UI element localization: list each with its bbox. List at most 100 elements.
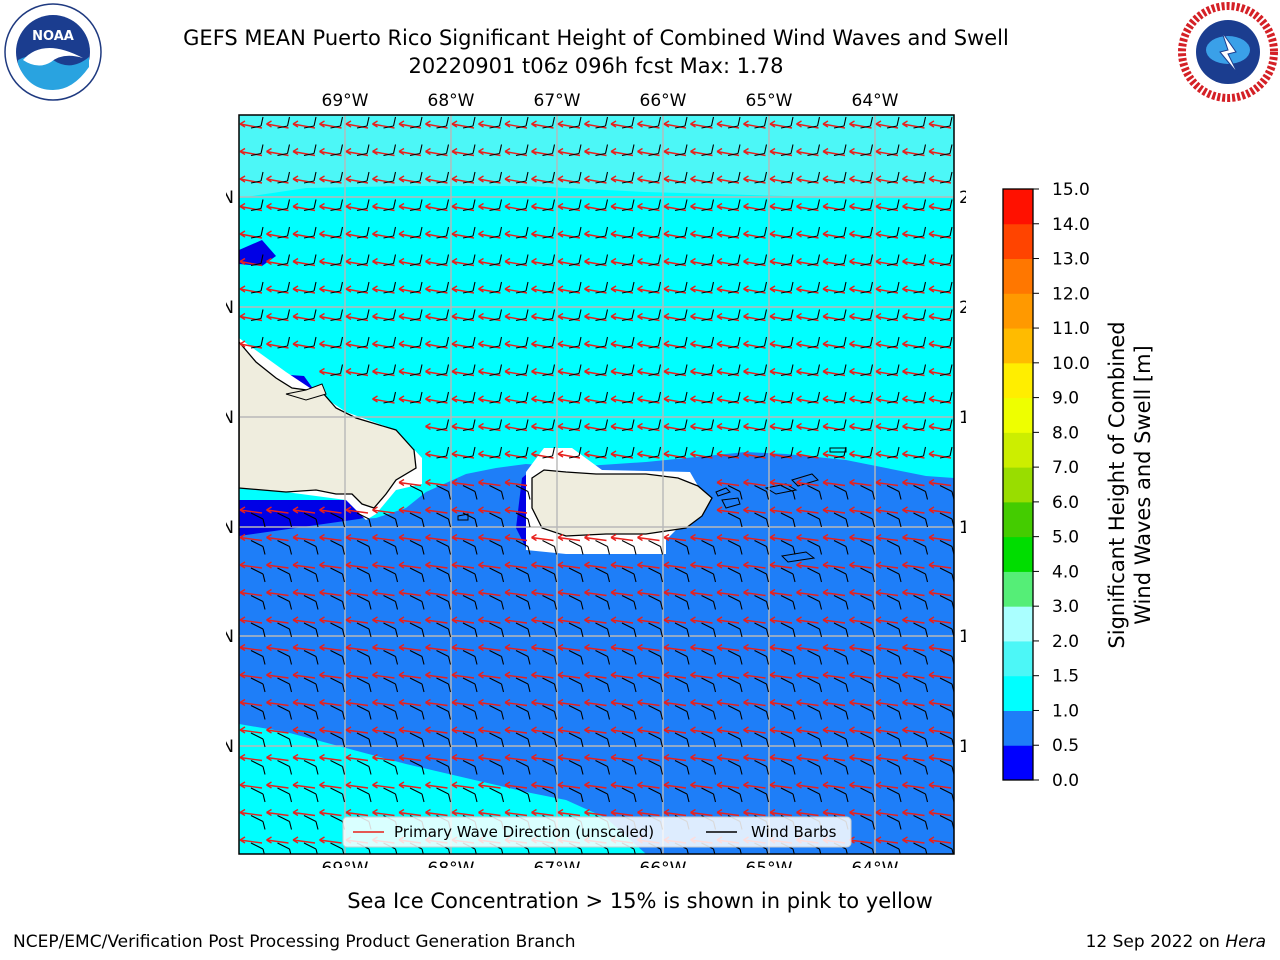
wind-barb — [886, 512, 902, 528]
colorbar-tick-label: 3.0 — [1052, 597, 1079, 617]
wind-barb — [701, 391, 715, 404]
wind-barb — [250, 705, 266, 720]
wave-direction-arrow — [663, 450, 687, 459]
lon-label-bottom: 66°W — [640, 859, 687, 868]
wave-direction-arrow — [345, 506, 369, 514]
wave-direction-arrow — [319, 753, 342, 762]
footer-host: Hera — [1225, 932, 1266, 952]
wave-direction-arrow — [292, 120, 316, 129]
wave-direction-arrow — [319, 836, 342, 844]
wave-direction-arrow — [769, 175, 793, 184]
wind-barb — [436, 595, 452, 610]
wind-barb — [356, 336, 370, 349]
wind-barb — [489, 732, 505, 748]
wave-direction-arrow — [372, 395, 395, 404]
wind-barb — [436, 732, 452, 748]
wind-barb — [939, 226, 953, 239]
wave-direction-arrow — [769, 533, 793, 542]
wind-barb — [886, 309, 900, 322]
wave-direction-arrow — [716, 230, 740, 239]
wind-barb — [939, 171, 953, 184]
wind-barb — [780, 226, 794, 239]
wind-barb — [807, 446, 821, 459]
wave-direction-arrow — [849, 643, 872, 652]
wind-barb — [754, 622, 770, 638]
wind-barb — [568, 116, 582, 129]
wave-direction-arrow — [504, 808, 528, 817]
colorbar-tick-label: 8.0 — [1052, 423, 1079, 443]
wind-barb — [489, 650, 505, 665]
wave-direction-arrow — [875, 478, 899, 487]
wind-barb — [780, 485, 796, 500]
wave-direction-arrow — [610, 726, 634, 734]
wind-barb — [462, 705, 478, 720]
wind-barb — [277, 567, 293, 583]
wave-direction-arrow — [372, 616, 395, 624]
wind-barb — [780, 116, 794, 129]
wind-barb — [542, 732, 558, 748]
wave-direction-arrow — [398, 230, 422, 239]
wave-direction-arrow — [769, 781, 793, 789]
wave-direction-arrow — [849, 202, 872, 212]
wind-barb — [303, 309, 317, 322]
wave-direction-arrow — [398, 616, 422, 624]
wave-direction-arrow — [849, 698, 872, 707]
wind-barb — [913, 446, 927, 459]
footer-branch: NCEP/EMC/Verification Post Processing Pr… — [13, 932, 576, 952]
wave-direction-arrow — [504, 561, 528, 569]
wind-barb — [303, 254, 317, 267]
wind-barb — [886, 116, 900, 129]
wave-direction-arrow — [531, 533, 554, 542]
wind-barb — [277, 677, 293, 693]
wind-barb — [807, 677, 823, 693]
wind-barb — [409, 512, 425, 528]
wave-direction-arrow — [849, 395, 872, 404]
wave-direction-arrow — [398, 257, 422, 267]
wave-direction-arrow — [902, 230, 925, 239]
wave-direction-arrow — [637, 588, 660, 597]
wave-direction-arrow — [663, 175, 687, 184]
wave-direction-arrow — [928, 285, 952, 294]
legend-wave-direction: Primary Wave Direction (unscaled) — [394, 823, 654, 841]
wave-direction-arrow — [796, 616, 819, 624]
wind-barb — [913, 116, 927, 129]
wind-barb — [701, 254, 715, 267]
wind-barb — [860, 540, 876, 555]
wind-barb — [436, 391, 450, 404]
wind-barb — [754, 309, 768, 322]
wind-barb — [436, 622, 452, 638]
wave-direction-arrow — [690, 450, 713, 459]
wave-direction-arrow — [716, 533, 740, 542]
wind-barb — [462, 226, 476, 239]
wave-direction-arrow — [743, 643, 766, 652]
wind-barb — [860, 391, 874, 404]
wave-direction-arrow — [319, 561, 342, 569]
wave-direction-arrow — [663, 395, 687, 404]
wind-barb — [701, 705, 717, 720]
colorbar-bin — [1003, 640, 1033, 677]
wind-barb — [780, 171, 794, 184]
wind-barb — [330, 144, 344, 157]
wave-direction-arrow — [504, 588, 528, 597]
wave-direction-arrow — [716, 367, 740, 377]
wind-barb — [515, 336, 529, 349]
wave-direction-arrow — [690, 175, 713, 184]
wave-direction-arrow — [372, 202, 395, 212]
wave-direction-arrow — [239, 175, 263, 184]
wind-barb — [462, 391, 476, 404]
wave-direction-arrow — [690, 257, 713, 267]
wind-barb — [462, 116, 476, 129]
wind-barb — [913, 364, 927, 377]
wind-barb — [303, 281, 317, 294]
wave-direction-arrow — [875, 175, 899, 184]
wind-barb — [356, 677, 372, 693]
wave-direction-arrow — [451, 395, 475, 404]
wind-barb — [542, 705, 558, 720]
wave-direction-arrow — [928, 340, 952, 349]
wind-barb — [277, 116, 291, 129]
wave-direction-arrow — [875, 698, 899, 707]
wind-barb — [886, 144, 900, 157]
wave-direction-arrow — [345, 257, 369, 267]
wave-direction-arrow — [690, 726, 713, 734]
lon-label-bottom: 64°W — [852, 859, 899, 868]
